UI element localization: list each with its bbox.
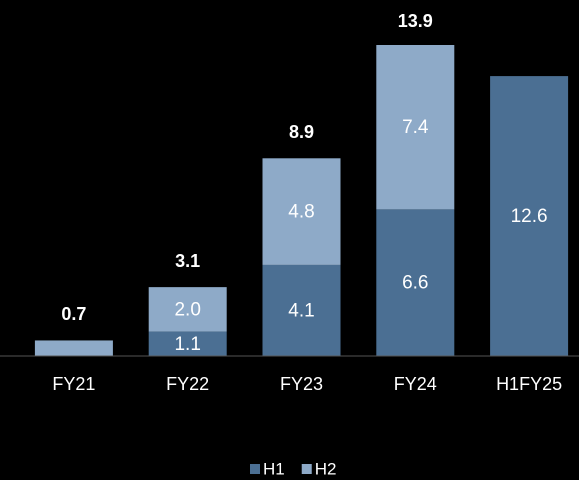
bar-segment	[262, 158, 341, 265]
segment-label: 2.0	[174, 299, 200, 320]
segment-label: 6.6	[402, 273, 428, 294]
segment-label: 4.1	[288, 300, 314, 321]
legend-swatch	[301, 464, 312, 474]
x-tick-label: FY22	[166, 374, 209, 394]
bar-segment	[490, 76, 569, 356]
bar-segment	[148, 287, 227, 332]
total-label: 0.7	[61, 304, 86, 324]
x-tick-label: FY24	[394, 374, 437, 394]
bar-segment	[262, 264, 341, 356]
x-tick-label: H1FY25	[496, 374, 562, 394]
x-tick-label: FY21	[52, 374, 95, 394]
bar-segment	[376, 45, 455, 210]
total-label: 3.1	[175, 251, 200, 271]
bar-segment	[148, 331, 227, 356]
bar-segment	[34, 340, 113, 356]
legend-label: H1	[263, 459, 285, 478]
segment-label: 7.4	[402, 117, 429, 138]
x-tick-label: FY23	[280, 374, 323, 394]
segment-label: 12.6	[511, 206, 548, 227]
legend-label: H2	[315, 459, 337, 478]
legend-swatch	[250, 464, 260, 474]
segment-label: 4.8	[288, 202, 314, 223]
total-label: 13.9	[398, 11, 433, 31]
total-label: 8.9	[289, 122, 314, 142]
bar-segment	[376, 209, 455, 356]
segment-label: 1.1	[174, 334, 200, 355]
